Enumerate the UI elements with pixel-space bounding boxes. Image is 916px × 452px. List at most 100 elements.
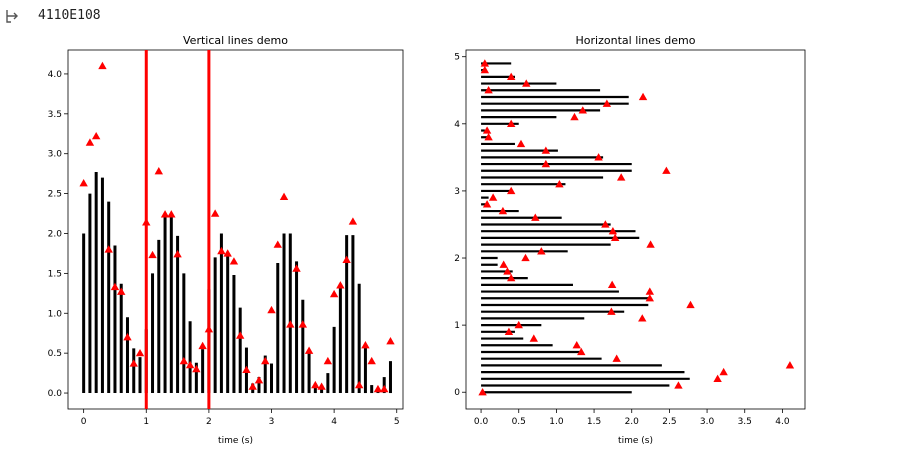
marker-point — [160, 210, 170, 218]
marker-point — [235, 331, 245, 339]
marker-point — [323, 356, 333, 365]
marker-point — [719, 367, 728, 376]
marker-point — [612, 354, 621, 362]
y-tick-label: 2 — [454, 254, 460, 264]
marker-point — [488, 193, 498, 201]
marker-point — [354, 380, 364, 389]
marker-point — [217, 246, 226, 255]
marker-point — [329, 289, 339, 298]
x-tick-label: 5 — [394, 417, 400, 427]
marker-point — [529, 334, 538, 342]
marker-point — [117, 287, 126, 295]
marker-point — [578, 106, 587, 114]
marker-point — [298, 320, 308, 328]
marker-point — [261, 356, 270, 365]
marker-point — [104, 245, 113, 253]
marker-point — [638, 92, 648, 101]
y-tick-label: 3.0 — [48, 150, 63, 160]
x-tick-label: 1.5 — [587, 417, 601, 427]
x-tick-label: 1.0 — [549, 417, 564, 427]
marker-point — [572, 341, 581, 349]
x-tick-label: 2.5 — [662, 417, 676, 427]
marker-point — [507, 119, 516, 127]
marker-point — [662, 166, 671, 174]
marker-point — [279, 192, 289, 200]
marker-point — [482, 126, 492, 134]
marker-point — [304, 346, 314, 354]
output-text: 4110E108 — [38, 8, 101, 23]
marker-point — [185, 360, 195, 369]
marker-point — [577, 347, 586, 356]
marker-point — [616, 173, 626, 181]
x-tick-label: 2 — [206, 417, 212, 427]
marker-point — [85, 138, 95, 146]
marker-point — [204, 325, 214, 333]
x-axis-label: time (s) — [618, 436, 653, 446]
marker-point — [484, 133, 493, 141]
marker-point — [541, 146, 551, 154]
marker-point — [503, 267, 512, 275]
marker-point — [478, 388, 487, 396]
horizontal-lines-chart: Horizontal lines demo time (s) 0.0 0.5 1.0 1.… — [454, 34, 806, 446]
marker-point — [192, 364, 201, 373]
marker-point — [646, 240, 655, 248]
marker-point — [361, 340, 370, 349]
y-tick-label: 1.5 — [48, 269, 62, 279]
x-tick-label: 0.5 — [512, 417, 526, 427]
chart-title: Vertical lines demo — [183, 34, 288, 47]
marker-point — [135, 348, 145, 357]
marker-point — [514, 320, 523, 329]
marker-point — [480, 65, 490, 74]
marker-point — [173, 250, 182, 258]
marker-point — [179, 356, 189, 365]
marker-point — [348, 217, 358, 225]
marker-point — [223, 249, 232, 257]
marker-point — [286, 320, 295, 328]
marker-point — [713, 374, 722, 382]
output-arrow-icon — [6, 10, 18, 23]
marker-point — [342, 255, 351, 263]
marker-point — [521, 253, 530, 262]
marker-point — [531, 213, 540, 221]
x-tick-label: 4.0 — [775, 417, 790, 427]
marker-point — [522, 79, 531, 87]
marker-point — [482, 200, 492, 208]
axes-frame — [67, 49, 404, 410]
marker-point — [248, 382, 257, 390]
marker-point — [254, 376, 264, 384]
marker-point — [638, 314, 647, 322]
marker-point — [686, 300, 695, 309]
marker-point — [198, 341, 207, 350]
x-tick-label: 3.5 — [738, 417, 752, 427]
marker-point — [507, 186, 516, 195]
x-tick-label: 4 — [331, 417, 337, 427]
chart-title: Horizontal lines demo — [576, 34, 696, 47]
marker-point — [607, 280, 617, 289]
marker-point — [499, 260, 508, 268]
marker-point — [601, 220, 610, 228]
marker-point — [273, 240, 282, 248]
x-tick-label: 0 — [81, 417, 87, 427]
marker-point — [537, 247, 546, 255]
marker-point — [607, 307, 616, 315]
x-tick-label: 3.0 — [700, 417, 715, 427]
marker-point — [311, 380, 320, 389]
x-axis-label: time (s) — [218, 436, 253, 446]
marker-point — [373, 384, 383, 393]
marker-point — [210, 209, 220, 217]
marker-point — [380, 384, 389, 393]
marker-point — [480, 59, 490, 67]
y-tick-label: 4 — [454, 120, 460, 130]
marker-point — [507, 72, 516, 80]
marker-point — [110, 282, 120, 291]
marker-point — [142, 218, 151, 226]
marker-point — [507, 273, 516, 282]
x-tick-label: 0.0 — [474, 417, 489, 427]
y-tick-label: 4.0 — [48, 70, 63, 80]
marker-point — [610, 233, 620, 242]
marker-point — [386, 336, 395, 345]
marker-point — [645, 294, 655, 302]
marker-point — [229, 257, 239, 265]
y-tick-label: 0.5 — [48, 349, 62, 359]
